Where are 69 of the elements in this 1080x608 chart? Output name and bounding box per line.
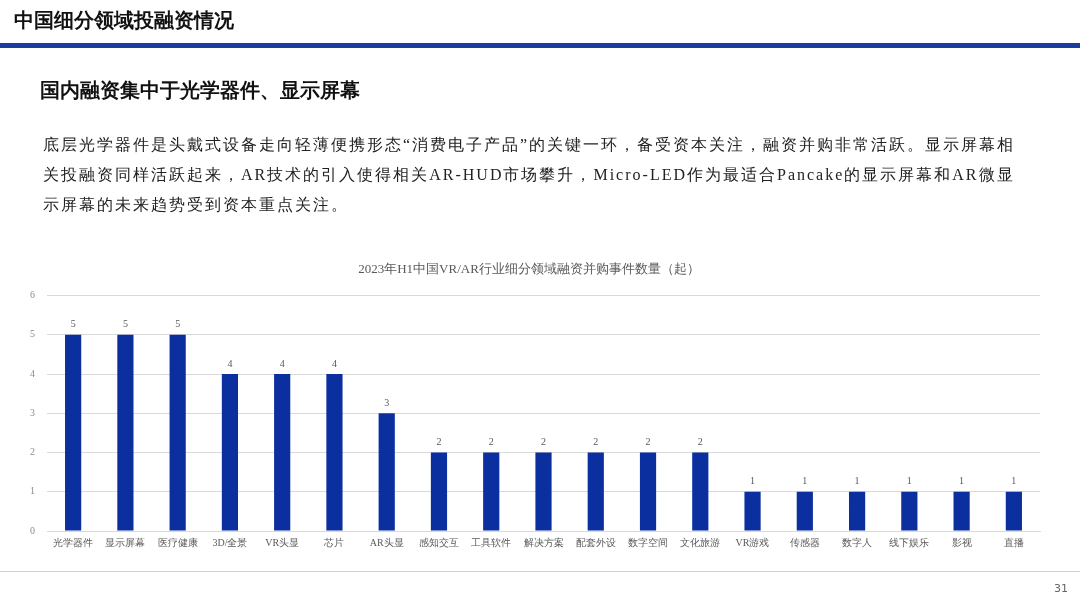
data-label: 4 bbox=[279, 357, 285, 369]
x-tick-label: 配套外设 bbox=[575, 536, 616, 548]
x-tick-label: 解决方案 bbox=[523, 536, 564, 548]
text: 国内融资集中于光学器件、显示屏幕 bbox=[40, 77, 360, 104]
data-label: 2 bbox=[593, 436, 599, 448]
data-label: 1 bbox=[802, 475, 808, 487]
chart-title: 2023年H1中国VR/AR行业细分领域融资并购事件数量（起） bbox=[358, 261, 700, 277]
y-tick-label: 6 bbox=[30, 289, 35, 301]
bar bbox=[430, 452, 448, 531]
x-tick-label: 传感器 bbox=[789, 536, 820, 548]
x-tick-label: 数字空间 bbox=[628, 536, 669, 548]
bar bbox=[483, 452, 500, 531]
x-tick-label: VR头显 bbox=[265, 536, 300, 548]
data-label: 2 bbox=[645, 436, 651, 448]
x-tick-label: 直播 bbox=[1003, 536, 1024, 548]
bar bbox=[639, 452, 657, 531]
data-label: 4 bbox=[227, 357, 233, 369]
bar bbox=[1005, 491, 1022, 531]
bar bbox=[848, 491, 866, 531]
bar bbox=[744, 491, 761, 531]
text: 31 bbox=[1054, 582, 1068, 595]
data-label: 5 bbox=[175, 318, 181, 330]
x-tick-label: AR头显 bbox=[369, 536, 404, 548]
bar bbox=[65, 334, 82, 531]
y-tick-label: 1 bbox=[30, 485, 35, 497]
data-label: 1 bbox=[750, 475, 756, 487]
data-label: 5 bbox=[70, 318, 76, 330]
x-tick-label: 显示屏幕 bbox=[105, 536, 146, 548]
x-tick-label: 文化旅游 bbox=[680, 536, 721, 548]
y-tick-label: 5 bbox=[30, 328, 35, 340]
x-tick-label: 影视 bbox=[951, 536, 972, 548]
bar bbox=[274, 374, 291, 531]
bar bbox=[326, 374, 343, 531]
bar bbox=[117, 334, 134, 531]
data-label: 1 bbox=[1011, 475, 1017, 487]
x-tick-label: 3D/全景 bbox=[212, 536, 248, 548]
text: 中国细分领域投融资情况 bbox=[14, 7, 234, 34]
data-label: 2 bbox=[697, 436, 703, 448]
data-label: 1 bbox=[854, 475, 860, 487]
bar bbox=[535, 452, 552, 531]
data-label: 1 bbox=[959, 475, 965, 487]
bar bbox=[587, 452, 604, 531]
data-label: 4 bbox=[331, 357, 337, 369]
y-tick-label: 3 bbox=[30, 406, 35, 418]
bar bbox=[796, 491, 813, 531]
x-tick-label: 工具软件 bbox=[471, 536, 512, 548]
data-label: 5 bbox=[122, 318, 128, 330]
bar bbox=[901, 491, 918, 531]
x-tick-label: 感知交互 bbox=[418, 536, 459, 548]
bar bbox=[692, 452, 709, 531]
x-tick-label: 线下娱乐 bbox=[889, 536, 930, 548]
data-label: 2 bbox=[436, 436, 442, 448]
data-label: 3 bbox=[384, 396, 390, 408]
bar bbox=[221, 374, 239, 531]
data-label: 2 bbox=[541, 436, 546, 448]
bar bbox=[169, 334, 186, 531]
x-tick-label: 医疗健康 bbox=[157, 536, 198, 548]
bar bbox=[953, 491, 970, 531]
text: 底层光学器件是头戴式设备走向轻薄便携形态“消费电子产品”的关键一环，备受资本关注，融资并购非常活跃。显示屏幕相关投融资同样活跃起来，AR技术的引入使得相关AR-HUD市场攀升，Micro-LED作为最适合Pancake的显示屏幕和AR微显示屏幕的未来趋势受到资本重点关注。 bbox=[43, 135, 1017, 215]
y-tick-label: 0 bbox=[30, 524, 35, 536]
data-label: 1 bbox=[906, 475, 912, 487]
x-tick-label: 光学器件 bbox=[53, 536, 94, 548]
x-tick-label: 数字人 bbox=[842, 536, 873, 548]
x-tick-label: 芯片 bbox=[323, 536, 345, 548]
y-tick-label: 4 bbox=[30, 367, 35, 379]
data-label: 2 bbox=[488, 436, 494, 448]
y-tick-label: 2 bbox=[30, 446, 35, 458]
x-tick-label: VR游戏 bbox=[735, 536, 770, 548]
bar bbox=[378, 413, 395, 531]
